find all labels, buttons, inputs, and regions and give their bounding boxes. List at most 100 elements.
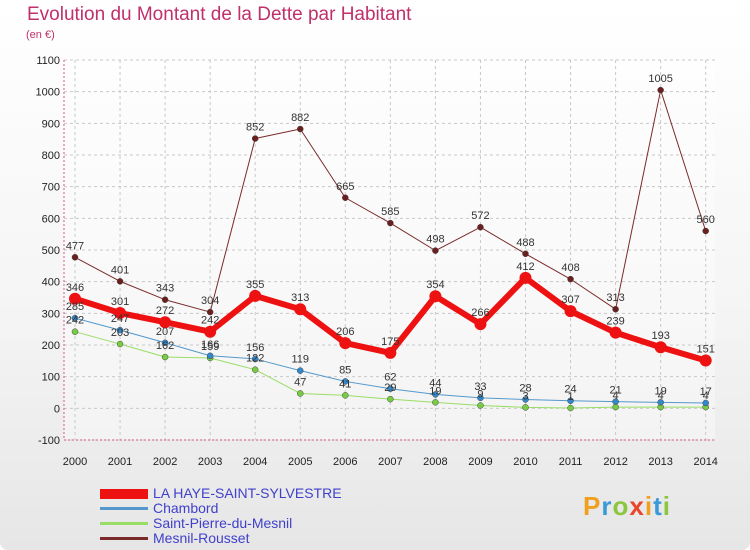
chart-title: Evolution du Montant de la Dette par Hab… [27, 4, 412, 25]
y-tick-label: 300 [42, 308, 60, 320]
data-point-saint-pierre-du-mesnil [522, 404, 529, 411]
y-tick-label: 600 [42, 213, 60, 225]
data-label-saint-pierre-du-mesnil: 203 [111, 327, 129, 339]
data-label-la-haye-saint-sylvestre: 206 [336, 326, 354, 338]
y-tick-label: 1100 [36, 55, 60, 67]
data-label-saint-pierre-du-mesnil: 9 [477, 388, 483, 400]
data-point-la-haye-saint-sylvestre [564, 305, 577, 318]
data-point-mesnil-rousset [522, 250, 529, 258]
data-point-la-haye-saint-sylvestre [339, 337, 352, 350]
data-point-chambord [477, 394, 484, 402]
x-tick-label: 2002 [153, 456, 177, 468]
data-point-la-haye-saint-sylvestre [69, 292, 81, 305]
data-label-la-haye-saint-sylvestre: 412 [516, 261, 534, 273]
legend-label: Saint-Pierre-du-Mesnil [153, 515, 293, 531]
legend-label: Mesnil-Rousset [153, 530, 250, 546]
data-label-chambord: 44 [429, 377, 441, 389]
data-point-mesnil-rousset [161, 296, 169, 303]
data-label-la-haye-saint-sylvestre: 193 [651, 330, 669, 342]
y-tick-label: 400 [42, 277, 60, 289]
logo-letter: i [662, 491, 671, 521]
data-point-chambord [116, 326, 124, 334]
data-point-la-haye-saint-sylvestre [474, 318, 487, 331]
data-label-saint-pierre-du-mesnil: 162 [156, 340, 174, 352]
data-label-la-haye-saint-sylvestre: 239 [606, 316, 624, 328]
x-tick-label: 2003 [198, 456, 222, 468]
data-label-chambord: 33 [474, 381, 486, 393]
data-label-mesnil-rousset: 498 [426, 234, 444, 246]
data-point-la-haye-saint-sylvestre [159, 316, 172, 329]
y-tick-label: 0 [54, 403, 60, 415]
data-label-saint-pierre-du-mesnil: 242 [66, 315, 84, 327]
data-point-mesnil-rousset [251, 135, 259, 142]
data-point-la-haye-saint-sylvestre [384, 346, 397, 359]
data-point-saint-pierre-du-mesnil [477, 402, 484, 409]
data-label-la-haye-saint-sylvestre: 354 [426, 279, 444, 291]
data-label-saint-pierre-du-mesnil: 47 [294, 376, 306, 388]
y-tick-label: -100 [38, 435, 60, 447]
data-point-la-haye-saint-sylvestre [429, 290, 442, 303]
x-tick-label: 2011 [559, 456, 583, 468]
logo-letter: i [644, 491, 654, 521]
y-tick-label: 700 [42, 182, 60, 194]
data-label-la-haye-saint-sylvestre: 307 [561, 294, 579, 306]
unit-label: (en €) [26, 29, 55, 41]
data-point-la-haye-saint-sylvestre [654, 341, 667, 354]
data-point-la-haye-saint-sylvestre [699, 354, 712, 367]
x-tick-label: 2001 [108, 456, 132, 468]
data-point-saint-pierre-du-mesnil [567, 404, 574, 412]
data-point-la-haye-saint-sylvestre [204, 325, 217, 338]
logo-letter: o [612, 491, 630, 521]
data-label-mesnil-rousset: 572 [471, 210, 489, 222]
data-point-saint-pierre-du-mesnil [432, 399, 439, 406]
data-point-chambord [251, 355, 259, 363]
data-point-chambord [522, 396, 529, 403]
data-label-la-haye-saint-sylvestre: 346 [66, 282, 84, 294]
data-label-mesnil-rousset: 488 [516, 237, 534, 249]
x-tick-label: 2013 [648, 456, 672, 468]
data-point-saint-pierre-du-mesnil [612, 403, 619, 411]
y-tick-label: 900 [42, 118, 60, 130]
data-label-chambord: 21 [609, 385, 621, 397]
data-point-chambord [71, 314, 79, 322]
data-label-mesnil-rousset: 560 [697, 214, 715, 226]
data-label-la-haye-saint-sylvestre: 242 [201, 315, 219, 327]
data-label-chambord: 85 [339, 364, 351, 376]
data-point-mesnil-rousset [387, 219, 394, 227]
data-label-mesnil-rousset: 343 [156, 283, 174, 295]
data-label-la-haye-saint-sylvestre: 355 [246, 279, 264, 291]
data-label-saint-pierre-du-mesnil: 3 [522, 390, 528, 402]
legend-swatch [100, 489, 148, 499]
data-label-la-haye-saint-sylvestre: 313 [291, 292, 309, 304]
data-label-saint-pierre-du-mesnil: 122 [246, 353, 264, 365]
logo-letter: P [583, 491, 602, 521]
data-label-chambord: 119 [291, 354, 309, 366]
x-tick-label: 2005 [288, 456, 312, 468]
data-point-saint-pierre-du-mesnil [342, 392, 349, 399]
data-point-saint-pierre-du-mesnil [116, 340, 124, 348]
data-label-chambord: 166 [201, 339, 219, 351]
data-point-chambord [702, 399, 709, 407]
data-point-chambord [206, 352, 214, 360]
data-label-la-haye-saint-sylvestre: 175 [381, 336, 399, 348]
data-point-saint-pierre-du-mesnil [161, 353, 169, 361]
x-tick-label: 2006 [333, 456, 357, 468]
data-label-mesnil-rousset: 1005 [648, 73, 672, 85]
data-point-mesnil-rousset [702, 227, 709, 235]
data-label-saint-pierre-du-mesnil: 4 [703, 390, 709, 402]
data-point-la-haye-saint-sylvestre [519, 271, 532, 284]
data-label-la-haye-saint-sylvestre: 266 [471, 307, 489, 319]
data-point-chambord [432, 391, 439, 398]
data-label-chambord: 62 [384, 372, 396, 384]
data-label-la-haye-saint-sylvestre: 151 [697, 344, 715, 356]
x-tick-label: 2012 [603, 456, 627, 468]
x-tick-label: 2007 [378, 456, 402, 468]
data-label-saint-pierre-du-mesnil: 4 [613, 390, 619, 402]
proxiti-logo: Proxiti [583, 491, 671, 522]
x-tick-label: 2010 [513, 456, 537, 468]
data-label-chambord: 28 [519, 382, 531, 394]
data-point-mesnil-rousset [432, 247, 439, 254]
data-label-chambord: 207 [156, 326, 174, 338]
